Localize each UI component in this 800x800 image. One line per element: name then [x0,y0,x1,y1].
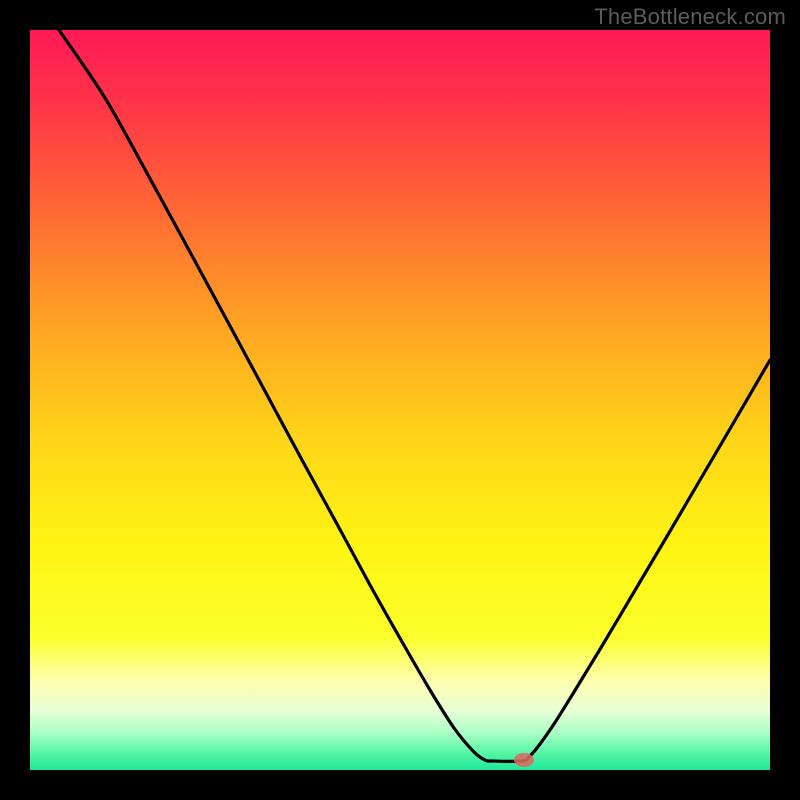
chart-background [30,30,770,770]
plot-area [30,30,770,770]
watermark-text: TheBottleneck.com [594,4,786,30]
chart-svg [30,30,770,770]
minimum-marker [514,753,534,767]
